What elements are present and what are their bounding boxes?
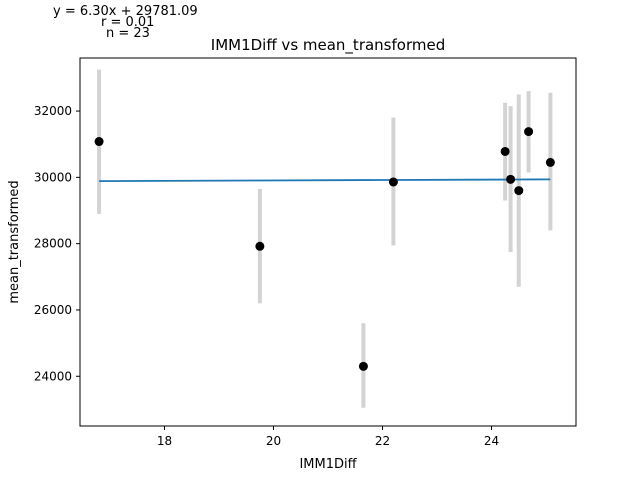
regression-line (99, 178, 551, 183)
regression-stats: y = 6.30x + 29781.09 r = 0.01 n = 23 (0, 0, 200, 50)
data-point (545, 157, 555, 167)
correlation-coefficient: r = 0.01 (101, 15, 155, 30)
data-point (388, 177, 398, 187)
y-axis-ticks: 24000 26000 28000 30000 32000 (34, 104, 80, 383)
y-tick-label: 30000 (34, 170, 72, 184)
x-tick-label: 20 (266, 434, 281, 448)
fit-line-group (99, 178, 551, 183)
y-tick-label: 26000 (34, 303, 72, 317)
plot-frame (79, 57, 577, 427)
x-axis-ticks: 18 20 22 24 (157, 426, 499, 448)
y-tick-label: 28000 (34, 237, 72, 251)
y-axis-label: mean_transformed (7, 180, 22, 303)
chart-title: IMM1Diff vs mean_transformed (211, 36, 445, 55)
error-bars (97, 69, 553, 408)
y-tick-label: 32000 (34, 104, 72, 118)
y-tick-label: 24000 (34, 369, 72, 383)
data-point (94, 137, 104, 147)
data-point (255, 241, 265, 251)
data-point (358, 361, 368, 371)
x-tick-label: 24 (484, 434, 499, 448)
x-tick-label: 18 (157, 434, 172, 448)
regression-equation: y = 6.30x + 29781.09 (53, 4, 198, 19)
data-point (506, 174, 516, 184)
x-axis-label: IMM1Diff (299, 457, 357, 472)
data-points (94, 127, 555, 371)
data-point (524, 127, 534, 137)
sample-size: n = 23 (106, 26, 150, 41)
data-point (514, 186, 524, 196)
data-point (500, 146, 510, 156)
x-tick-label: 22 (375, 434, 390, 448)
